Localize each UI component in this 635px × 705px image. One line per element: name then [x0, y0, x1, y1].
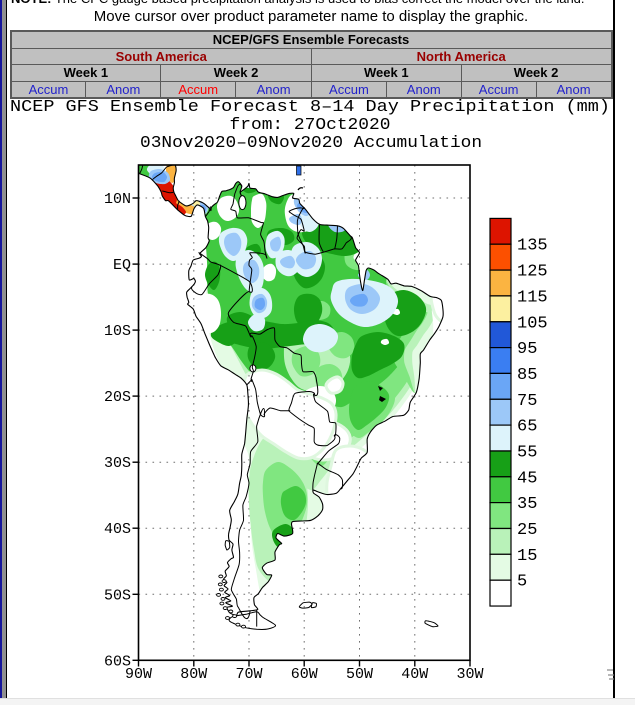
- svg-text:50W: 50W: [346, 666, 373, 683]
- svg-text:30W: 30W: [456, 666, 483, 683]
- svg-text:5: 5: [517, 573, 527, 592]
- svg-text:45: 45: [517, 469, 537, 488]
- svg-text:40S: 40S: [104, 521, 131, 538]
- svg-text:EQ: EQ: [113, 257, 131, 274]
- svg-text:85: 85: [517, 366, 537, 385]
- svg-text:80W: 80W: [180, 666, 207, 683]
- svg-text:NCEP GFS Ensemble Forecast 8–1: NCEP GFS Ensemble Forecast 8–14 Day Prec…: [10, 98, 610, 117]
- svg-text:70W: 70W: [235, 666, 262, 683]
- svg-text:from: 27Oct2020: from: 27Oct2020: [230, 116, 391, 135]
- svg-text:10S: 10S: [104, 323, 131, 340]
- svg-text:03Nov2020–09Nov2020 Accumulati: 03Nov2020–09Nov2020 Accumulation: [140, 134, 482, 153]
- svg-text:95: 95: [517, 340, 537, 359]
- svg-text:50S: 50S: [104, 587, 131, 604]
- svg-text:125: 125: [517, 263, 548, 282]
- svg-text:35: 35: [517, 495, 537, 514]
- svg-text:15: 15: [517, 547, 537, 566]
- svg-text:10N: 10N: [104, 191, 131, 208]
- svg-text:25: 25: [517, 521, 537, 540]
- svg-text:60S: 60S: [104, 653, 131, 670]
- svg-text:135: 135: [517, 237, 548, 256]
- svg-text:75: 75: [517, 392, 537, 411]
- svg-text:65: 65: [517, 418, 537, 437]
- svg-text:40W: 40W: [401, 666, 428, 683]
- svg-text:115: 115: [517, 288, 548, 307]
- svg-text:90W: 90W: [125, 666, 152, 683]
- svg-text:60W: 60W: [291, 666, 318, 683]
- svg-text:20S: 20S: [104, 389, 131, 406]
- svg-text:105: 105: [517, 314, 548, 333]
- svg-text:55: 55: [517, 444, 537, 463]
- svg-text:30S: 30S: [104, 455, 131, 472]
